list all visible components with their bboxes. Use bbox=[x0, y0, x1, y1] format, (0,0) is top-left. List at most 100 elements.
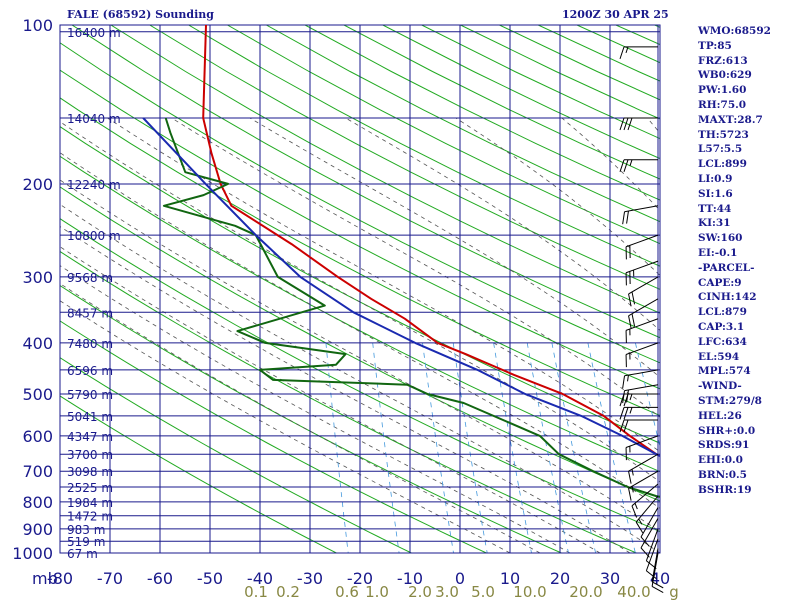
wind-barb-staff bbox=[645, 528, 659, 561]
wind-barb bbox=[625, 435, 659, 461]
wind-barb-staff bbox=[625, 260, 659, 274]
index-item: KI:31 bbox=[698, 217, 731, 230]
moist-adiabat-line bbox=[60, 300, 511, 553]
wind-barb-flag bbox=[622, 211, 626, 225]
temperature-tick-label: -40 bbox=[247, 569, 273, 588]
wind-barb-flag bbox=[628, 315, 632, 329]
index-item: SHR+:0.0 bbox=[698, 424, 756, 437]
height-level-label: 1984 m bbox=[67, 496, 113, 510]
wind-barb bbox=[625, 234, 659, 260]
wind-barb-flag bbox=[619, 393, 625, 407]
wind-barb-flag bbox=[623, 393, 629, 407]
index-item: MAXT:28.7 bbox=[698, 113, 763, 126]
height-level-label: 5041 m bbox=[67, 410, 113, 424]
wind-barb-flag bbox=[619, 419, 625, 433]
wind-barb-half-flag bbox=[638, 518, 643, 525]
wind-barb-half-flag bbox=[629, 159, 633, 166]
wind-barb-staff bbox=[651, 552, 659, 587]
height-level-label: 16400 m bbox=[67, 26, 121, 40]
station-title: FALE (68592) Sounding bbox=[67, 8, 214, 21]
moist-adiabat-line bbox=[60, 179, 660, 533]
wind-barb-staff bbox=[628, 470, 659, 489]
temperature-tick-label: -30 bbox=[297, 569, 323, 588]
pressure-tick-label: 600 bbox=[22, 427, 53, 446]
wind-barb-half-flag bbox=[631, 469, 634, 476]
wind-barb-staff bbox=[640, 507, 659, 538]
height-level-label: 12240 m bbox=[67, 178, 121, 192]
height-level-label: 9568 m bbox=[67, 271, 113, 285]
temperature-tick-label: 0 bbox=[455, 569, 465, 588]
wind-barb-flag bbox=[627, 117, 633, 131]
height-level-label: 2525 m bbox=[67, 481, 113, 495]
height-level-label: 7480 m bbox=[67, 337, 113, 351]
temperature-tick-label: -20 bbox=[347, 569, 373, 588]
index-item: CAPE:9 bbox=[698, 276, 742, 289]
wind-barb bbox=[619, 159, 658, 172]
wind-barb bbox=[635, 495, 659, 534]
mixing-ratio-line bbox=[777, 343, 800, 553]
index-item: TT:44 bbox=[698, 202, 732, 215]
wind-barb-flag bbox=[619, 407, 625, 420]
wind-barb bbox=[619, 419, 658, 433]
height-level-label: 1472 m bbox=[67, 510, 113, 524]
index-item: RH:75.0 bbox=[698, 98, 747, 111]
index-item: CAP:3.1 bbox=[698, 320, 745, 333]
wind-barb bbox=[628, 470, 659, 501]
moist-adiabat-line bbox=[107, 117, 660, 453]
wind-barb-flag bbox=[631, 291, 636, 305]
mixing-ratio-line bbox=[526, 342, 569, 553]
wind-barb-half-flag bbox=[631, 486, 634, 493]
mixing-ratio-label: 5.0 bbox=[471, 583, 495, 600]
temperature-tick-label: -80 bbox=[47, 569, 73, 588]
wind-barb bbox=[625, 318, 659, 344]
height-level-label: 3700 m bbox=[67, 448, 113, 462]
temperature-tick-label: 20 bbox=[550, 569, 570, 588]
sounding-indices-panel: WMO:68592 TP:85 FRZ:613 WB0:629 PW:1.60 RH:75… bbox=[698, 24, 771, 498]
wind-barb-staff bbox=[624, 369, 659, 377]
pressure-unit-label: mb bbox=[32, 569, 58, 588]
mixing-ratio-line bbox=[325, 342, 349, 553]
wind-barb bbox=[651, 548, 664, 589]
dry-adiabat-line bbox=[60, 357, 412, 553]
index-item: LCL:879 bbox=[698, 306, 747, 319]
pressure-tick-label: 300 bbox=[22, 268, 53, 287]
index-item: SRDS:91 bbox=[698, 439, 750, 452]
wind-barb-flag bbox=[628, 293, 632, 307]
wind-barb-flag bbox=[622, 375, 626, 389]
temperature-tick-label: -70 bbox=[97, 569, 123, 588]
wind-barb-staff bbox=[624, 205, 659, 213]
wind-barb-staff bbox=[640, 518, 659, 549]
index-item: LCL:899 bbox=[698, 158, 747, 171]
mixing-ratio-label: 3.0 bbox=[435, 583, 459, 600]
moist-adiabat-line bbox=[60, 283, 541, 553]
wind-barb-half-flag bbox=[629, 407, 633, 414]
moist-adiabat-line bbox=[60, 203, 660, 553]
wind-barb-flag bbox=[646, 570, 657, 580]
wind-barb-flag bbox=[619, 117, 625, 131]
pressure-tick-label: 400 bbox=[22, 334, 53, 353]
moist-adiabat-line bbox=[60, 121, 660, 483]
index-item: -WIND- bbox=[698, 380, 742, 393]
moist-adiabat-line bbox=[60, 246, 601, 553]
wind-barb-staff bbox=[645, 538, 659, 571]
wind-barb bbox=[628, 298, 659, 329]
height-level-label: 983 m bbox=[67, 523, 105, 537]
dry-adiabat-line bbox=[60, 42, 660, 364]
moist-adiabat-line bbox=[60, 265, 571, 553]
wind-barb-flag bbox=[626, 210, 629, 224]
height-level-label: 6596 m bbox=[67, 364, 113, 378]
wind-barb bbox=[619, 117, 658, 131]
index-item: MPL:574 bbox=[698, 365, 751, 378]
wind-barb-flag bbox=[628, 471, 632, 484]
index-item: SW:160 bbox=[698, 232, 743, 245]
mixing-ratio-line bbox=[452, 342, 488, 553]
pressure-tick-label: 100 bbox=[22, 16, 53, 35]
wind-barb-half-flag bbox=[625, 46, 629, 54]
wind-barb-staff bbox=[631, 483, 659, 507]
index-item: WB0:629 bbox=[698, 69, 752, 82]
wind-barb-half-flag bbox=[629, 393, 633, 401]
height-level-label: 519 m bbox=[67, 535, 105, 549]
wind-barb bbox=[651, 552, 664, 593]
moist-adiabat-line bbox=[60, 226, 631, 553]
mixing-ratio-label: 1.0 bbox=[365, 583, 389, 600]
